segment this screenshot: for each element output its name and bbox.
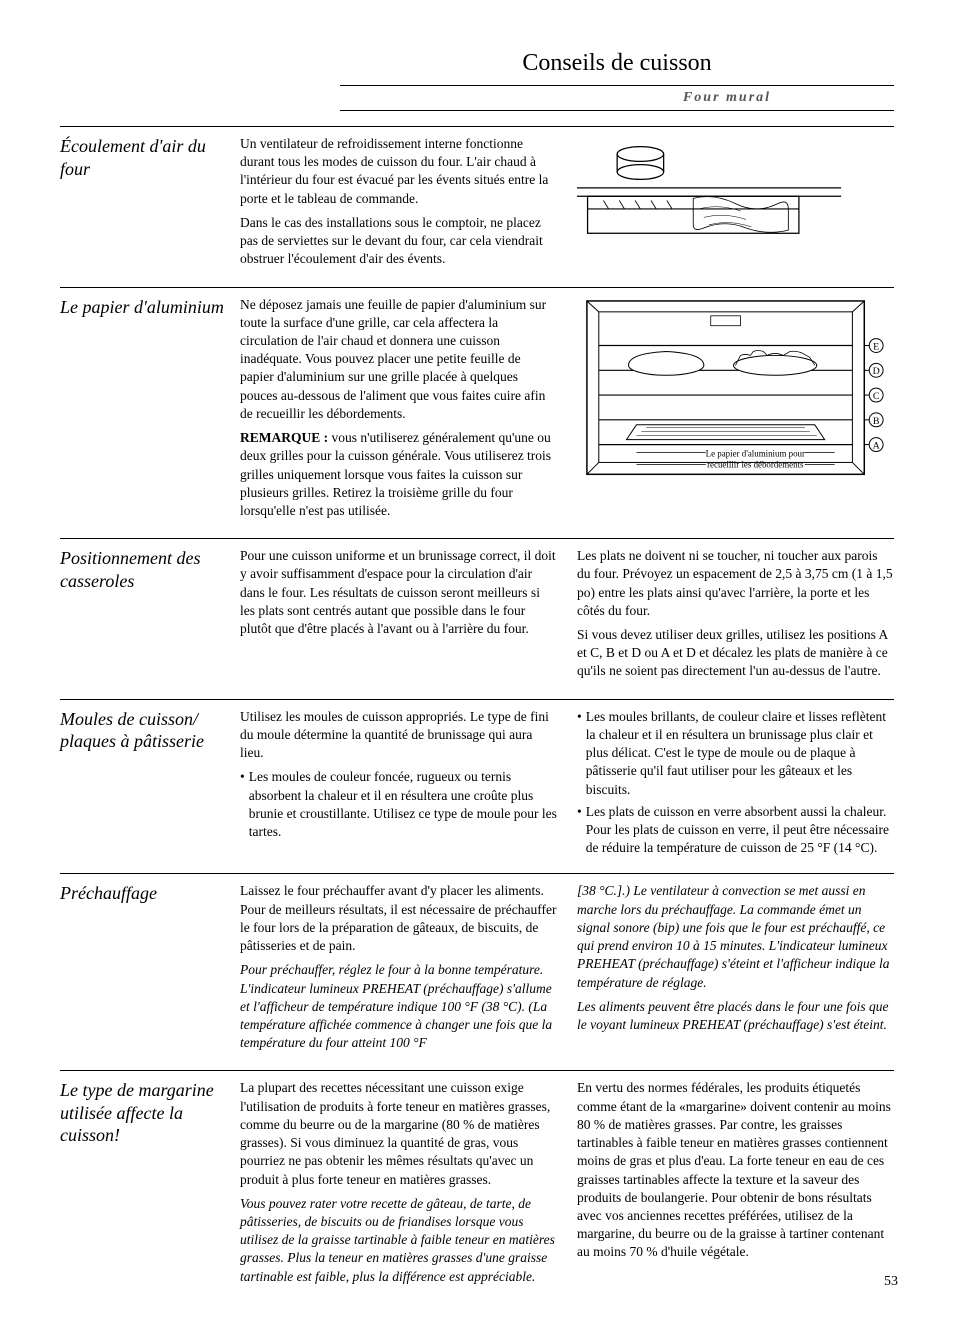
rack-label-a: A <box>873 440 881 451</box>
pans-p1: Pour une cuisson uniforme et un brunissa… <box>240 547 557 638</box>
subtitle-divider: Four mural <box>340 85 894 111</box>
section-pans: Positionnement des casseroles Pour une c… <box>60 538 894 699</box>
section-label-molds: Moules de cuisson/ plaques à pâtisserie <box>60 708 225 862</box>
foil-remark-label: REMARQUE : <box>240 430 328 445</box>
margarine-p3: En vertu des normes fédérales, les produ… <box>577 1079 894 1261</box>
section-airflow: Écoulement d'air du four Un ventilateur … <box>60 126 894 287</box>
rack-label-c: C <box>873 391 880 402</box>
section-preheat: Préchauffage Laissez le four préchauffer… <box>60 873 894 1070</box>
margarine-p1: La plupart des recettes nécessitant une … <box>240 1079 557 1188</box>
page-subtitle: Four mural <box>560 90 894 106</box>
svg-text:recueillir les débordements: recueillir les débordements <box>707 459 804 469</box>
section-label-preheat: Préchauffage <box>60 882 225 1058</box>
foil-p1: Ne déposez jamais une feuille de papier … <box>240 296 557 424</box>
margarine-p2: Vous pouvez rater votre recette de gâtea… <box>240 1195 557 1286</box>
molds-b3: •Les plats de cuisson en verre absorbent… <box>577 803 894 858</box>
pans-p2: Les plats ne doivent ni se toucher, ni t… <box>577 547 894 620</box>
page-title: Conseils de cuisson <box>340 50 894 77</box>
preheat-p1: Laissez le four préchauffer avant d'y pl… <box>240 882 557 955</box>
preheat-p4: Les aliments peuvent être placés dans le… <box>577 998 894 1034</box>
molds-p1: Utilisez les moules de cuisson approprié… <box>240 708 557 763</box>
section-label-airflow: Écoulement d'air du four <box>60 135 225 275</box>
molds-b2: •Les moules brillants, de couleur claire… <box>577 708 894 799</box>
molds-b1: •Les moules de couleur foncée, rugueux o… <box>240 768 557 841</box>
airflow-p2: Dans le cas des installations sous le co… <box>240 214 557 269</box>
section-label-foil: Le papier d'aluminium <box>60 296 225 527</box>
section-foil: Le papier d'aluminium Ne déposez jamais … <box>60 287 894 539</box>
airflow-illustration <box>577 135 894 275</box>
section-label-margarine: Le type de margarine utilisée affecte la… <box>60 1079 225 1291</box>
foil-remark: REMARQUE : vous n'utiliserez généralemen… <box>240 429 557 520</box>
rack-label-e: E <box>873 341 879 352</box>
page-number: 53 <box>884 1273 898 1292</box>
section-label-pans: Positionnement des casseroles <box>60 547 225 687</box>
preheat-p2: Pour préchauffer, réglez le four à la bo… <box>240 961 557 1052</box>
pans-p3: Si vous devez utiliser deux grilles, uti… <box>577 626 894 681</box>
rack-label-b: B <box>873 415 880 426</box>
rack-label-d: D <box>873 366 880 377</box>
svg-text:Le papier d'aluminium pour: Le papier d'aluminium pour <box>706 448 805 458</box>
airflow-p1: Un ventilateur de refroidissement intern… <box>240 135 557 208</box>
section-molds: Moules de cuisson/ plaques à pâtisserie … <box>60 699 894 874</box>
preheat-p3: [38 °C.].) Le ventilateur à convection s… <box>577 882 894 991</box>
section-margarine: Le type de margarine utilisée affecte la… <box>60 1070 894 1303</box>
oven-illustration: E D C B A Le papier d'aluminium pour rec… <box>577 296 894 527</box>
